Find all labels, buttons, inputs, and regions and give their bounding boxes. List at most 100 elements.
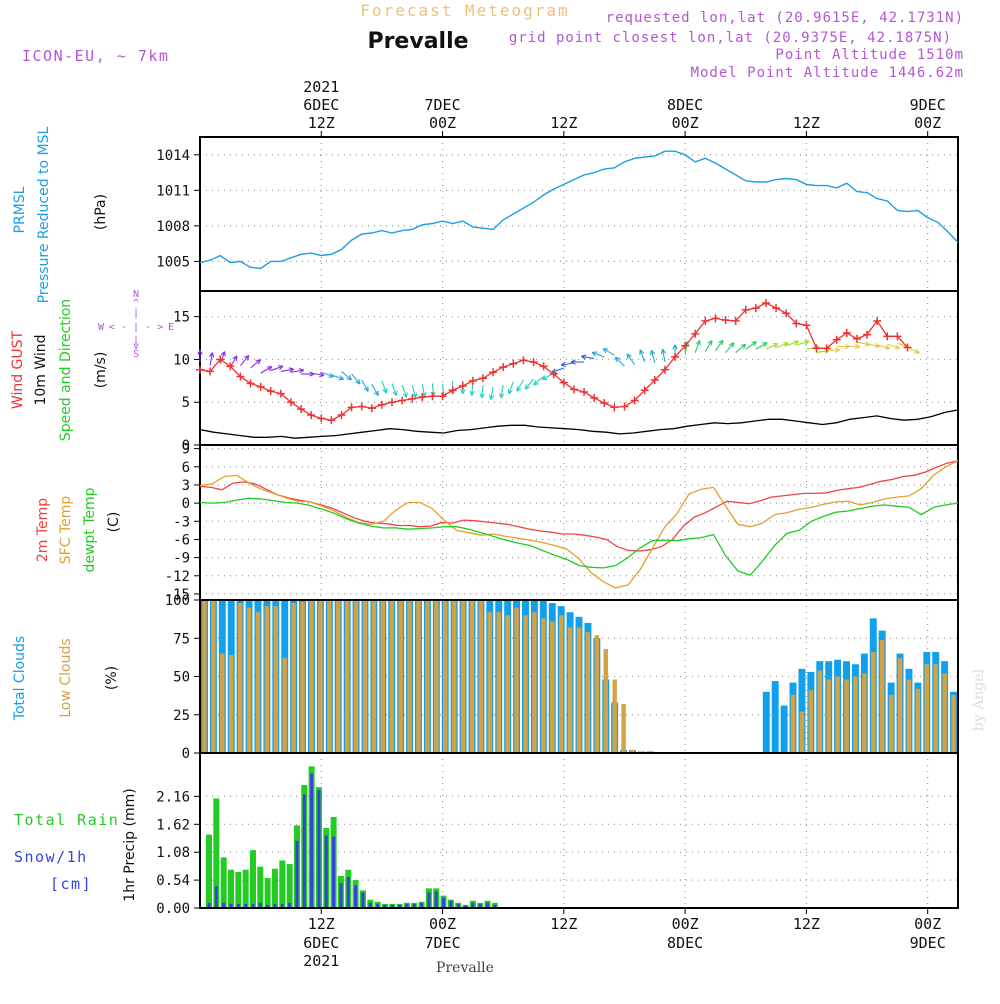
- snow-bar: [295, 841, 298, 908]
- gust-marker: [388, 398, 396, 406]
- wind-arrow-head: [885, 348, 890, 349]
- gust-marker: [317, 414, 325, 422]
- total-clouds-label: Total Clouds: [12, 636, 28, 721]
- compass-horizontal: < - | - >: [109, 322, 163, 333]
- wind-arrow: [271, 366, 283, 371]
- low-cloud-bar: [407, 600, 411, 753]
- snow-bar: [427, 893, 430, 909]
- low-cloud-bar: [933, 664, 937, 753]
- low-cloud-bar: [372, 600, 376, 753]
- pressure-units: (hPa): [93, 194, 109, 230]
- top-date-label: 8DEC: [667, 96, 703, 114]
- bottom-year-label: 2021: [303, 952, 339, 970]
- rain-bar: [265, 878, 271, 908]
- wind-arrow-head: [225, 352, 226, 357]
- wind-arrow-head: [278, 366, 283, 367]
- wind-arrow-head: [319, 375, 324, 376]
- y-tick-label: 1005: [156, 254, 190, 270]
- low-cloud-bar: [497, 612, 501, 753]
- y-tick-label: 0: [182, 496, 190, 512]
- gust-marker: [267, 387, 275, 395]
- low-cloud-bar: [853, 677, 857, 754]
- snow-bar: [442, 898, 445, 908]
- wind-arrow: [907, 347, 919, 353]
- compass-s: S: [133, 349, 139, 360]
- low-cloud-bar: [256, 612, 260, 753]
- y-tick-label: -6: [173, 532, 190, 548]
- low-cloud-bar: [951, 695, 955, 753]
- low-cloud-bar: [282, 658, 286, 753]
- gust-marker: [297, 405, 305, 413]
- wind-arrow: [372, 384, 379, 395]
- low-cloud-bar: [505, 615, 509, 753]
- rain-bar: [287, 864, 293, 908]
- forecast-title: Forecast Meteogram: [360, 1, 569, 20]
- snow-bar: [449, 901, 452, 908]
- low-cloud-bar: [247, 608, 251, 753]
- low-cloud-bar: [862, 673, 866, 753]
- wind-arrow-head: [212, 353, 213, 358]
- top-date-label: 6DEC: [303, 96, 339, 114]
- low-cloud-bar: [390, 600, 394, 753]
- wind-arrow-head: [592, 352, 597, 353]
- low-cloud-bar: [523, 615, 527, 753]
- low-cloud-bar: [550, 621, 554, 753]
- snow-bar: [339, 883, 342, 908]
- low-cloud-bar: [336, 600, 340, 753]
- wind-arrow: [352, 374, 360, 384]
- snow-bar: [310, 774, 313, 908]
- wind-arrow: [382, 381, 387, 393]
- gust-marker: [307, 411, 315, 419]
- wind-arrow-head: [650, 350, 651, 355]
- low-cloud-bar: [871, 652, 875, 753]
- panel-frame: [200, 137, 958, 291]
- gust-marker: [247, 379, 255, 387]
- snow-label: Snow/1h: [14, 848, 88, 866]
- temp-units: (C): [106, 512, 122, 533]
- gust-line: [200, 303, 908, 420]
- y-tick-label: 1008: [156, 219, 190, 235]
- compass-w: W: [98, 322, 105, 333]
- top-hour-label: 12Z: [550, 114, 577, 132]
- precip-ylabel: 1hr Precip (mm): [122, 788, 138, 901]
- bottom-location: Prevalle: [436, 960, 494, 976]
- low-cloud-bar: [274, 606, 278, 753]
- wind-arrow: [489, 387, 493, 400]
- y-tick-label: 1014: [156, 148, 190, 164]
- sfctemp-label: SFC Temp: [58, 496, 74, 565]
- wind-arrow-head: [793, 341, 798, 342]
- y-tick-label: -3: [173, 514, 190, 530]
- wind-arrow: [392, 383, 397, 395]
- wind-arrow-head: [329, 377, 334, 378]
- wind-arrow: [756, 343, 767, 350]
- y-tick-label: 6: [182, 460, 190, 476]
- wind-arrow-head: [804, 341, 809, 342]
- y-tick-label: -12: [165, 569, 190, 585]
- low-cloud-bar: [461, 600, 465, 753]
- y-tick-label: 50: [173, 670, 190, 686]
- gust-marker: [196, 366, 204, 374]
- wind-arrow-head: [875, 346, 880, 347]
- low-cloud-bar: [238, 603, 242, 753]
- wind-arrow: [198, 350, 202, 363]
- low-cloud-bar: [612, 680, 616, 753]
- gridpoint-coords: grid point closest lon,lat (20.9375E, 42…: [509, 30, 952, 46]
- y-tick-label: 10: [173, 352, 190, 368]
- wind-arrow: [705, 340, 712, 351]
- y-tick-label: 9: [182, 442, 190, 458]
- low-cloud-bar: [345, 600, 349, 753]
- gust-marker: [509, 360, 517, 368]
- rain-label: Total Rain: [14, 811, 119, 829]
- wind-arrow: [837, 344, 850, 348]
- top-date-label: 7DEC: [424, 96, 460, 114]
- wind-arrow: [525, 379, 533, 389]
- y-tick-label: 15: [173, 310, 190, 326]
- gust-marker: [479, 374, 487, 382]
- gust-marker: [449, 386, 457, 394]
- y-tick-label: 0: [182, 746, 190, 762]
- wind-arrow-head: [894, 348, 899, 349]
- low-cloud-bar: [532, 612, 536, 753]
- bottom-date-label: 8DEC: [667, 934, 703, 952]
